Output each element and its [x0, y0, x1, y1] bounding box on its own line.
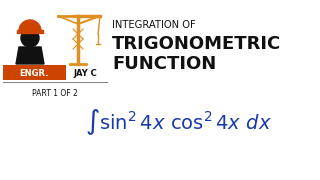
Text: FUNCTION: FUNCTION — [112, 55, 216, 73]
Text: ENGR.: ENGR. — [19, 69, 49, 78]
Circle shape — [21, 29, 39, 47]
Bar — [3, 65, 66, 80]
Polygon shape — [16, 47, 44, 64]
Text: INTEGRATION OF: INTEGRATION OF — [112, 20, 196, 30]
Text: $\int \sin^2\!\!\ 4x\ \cos^2\!\!\ 4x\ dx$: $\int \sin^2\!\!\ 4x\ \cos^2\!\!\ 4x\ dx… — [85, 107, 272, 137]
Bar — [17, 30, 43, 33]
Text: PART 1 OF 2: PART 1 OF 2 — [32, 89, 78, 98]
Text: JAY C: JAY C — [73, 69, 97, 78]
Wedge shape — [19, 20, 41, 31]
Text: TRIGONOMETRIC: TRIGONOMETRIC — [112, 35, 281, 53]
